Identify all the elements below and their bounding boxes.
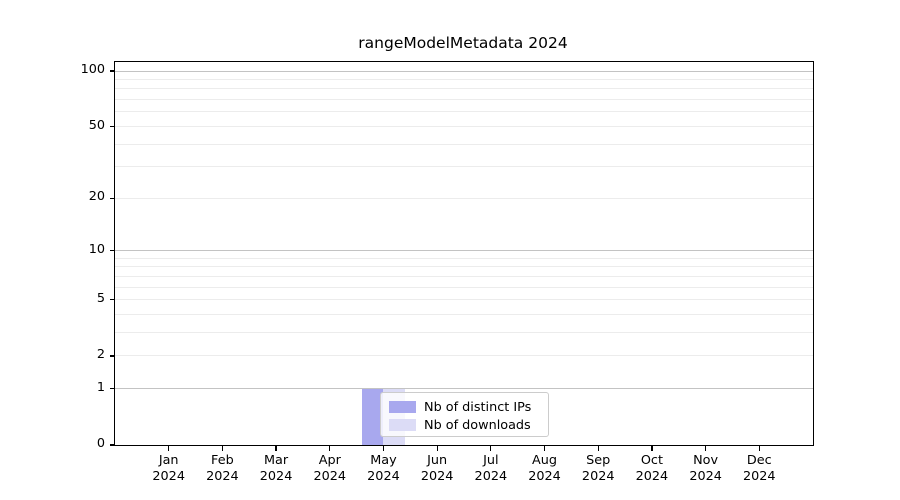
bar-distinct-ips xyxy=(361,388,384,445)
y-axis-tick-label: 20 xyxy=(88,189,105,205)
x-tick-mark xyxy=(651,446,653,451)
y-axis-tick-label: 5 xyxy=(96,290,105,306)
x-axis-tick-label: Feb 2024 xyxy=(182,453,262,484)
x-tick-mark xyxy=(490,446,492,451)
gridline-minor xyxy=(115,266,813,268)
x-axis-tick-year: 2024 xyxy=(689,468,722,484)
y-tick-mark xyxy=(110,355,115,357)
x-axis-tick-year: 2024 xyxy=(635,468,669,484)
y-tick-mark xyxy=(110,299,115,301)
gridline-minor xyxy=(115,79,813,81)
x-axis-tick-year: 2024 xyxy=(420,468,454,484)
y-axis-tick-label: 0 xyxy=(96,436,105,452)
x-axis-tick-label: May 2024 xyxy=(343,453,423,484)
gridline-minor xyxy=(115,111,813,113)
gridline-minor xyxy=(115,99,813,101)
x-axis-tick-label: Dec 2024 xyxy=(719,453,799,484)
x-axis-tick-year: 2024 xyxy=(367,468,400,484)
x-axis-tick-label: Apr 2024 xyxy=(290,453,370,484)
x-tick-mark xyxy=(382,446,385,451)
y-axis-tick-label: 1 xyxy=(96,379,105,395)
y-axis-tick-label: 50 xyxy=(88,117,105,133)
gridline-minor xyxy=(115,299,813,301)
legend-label-distinct-ips: Nb of distinct IPs xyxy=(424,399,532,415)
x-axis-tick-year: 2024 xyxy=(313,468,347,484)
x-tick-mark xyxy=(543,446,546,451)
gridline-minor xyxy=(115,332,813,334)
gridline-minor xyxy=(115,257,813,259)
x-axis-tick-label: Oct 2024 xyxy=(612,453,692,484)
x-axis-tick-label: Jul 2024 xyxy=(451,453,531,484)
y-tick-mark xyxy=(110,197,115,199)
y-tick-mark xyxy=(110,250,115,252)
x-axis-tick-year: 2024 xyxy=(474,468,508,484)
x-axis-tick-year: 2024 xyxy=(152,468,185,484)
y-tick-mark xyxy=(110,125,115,128)
y-axis-tick-label: 10 xyxy=(88,241,105,257)
legend-item-downloads: Nb of downloads xyxy=(389,416,540,434)
gridline-minor xyxy=(115,143,813,145)
x-tick-mark xyxy=(221,446,223,451)
x-axis-tick-year: 2024 xyxy=(528,468,561,484)
y-axis-tick-label: 100 xyxy=(80,62,105,78)
gridline-minor xyxy=(115,286,813,288)
x-axis-tick-year: 2024 xyxy=(581,468,615,484)
x-axis-tick-label: Sep 2024 xyxy=(558,453,638,484)
x-tick-mark xyxy=(168,446,170,451)
gridline-minor xyxy=(115,197,813,199)
legend: Nb of distinct IPs Nb of downloads xyxy=(380,392,549,437)
gridline-major xyxy=(115,70,813,72)
x-axis-tick-year: 2024 xyxy=(743,468,776,484)
gridline-minor xyxy=(115,314,813,316)
plot-area: Nb of distinct IPs Nb of downloads 0 1 2 5 1… xyxy=(81,61,814,484)
x-axis-tick-year: 2024 xyxy=(206,468,239,484)
y-tick-mark xyxy=(110,388,115,390)
x-axis-tick-label: Mar 2024 xyxy=(236,453,316,484)
legend-swatch-downloads xyxy=(389,418,416,432)
y-axis-tick-label: 2 xyxy=(96,347,105,363)
gridline-minor xyxy=(115,166,813,168)
x-tick-mark xyxy=(436,446,438,451)
x-tick-mark xyxy=(275,446,277,451)
gridline-minor xyxy=(115,355,813,357)
x-tick-mark xyxy=(758,446,760,451)
y-tick-mark xyxy=(110,70,115,72)
gridline-major xyxy=(115,388,813,390)
x-axis-tick-label: Jan 2024 xyxy=(129,453,209,484)
legend-label-downloads: Nb of downloads xyxy=(424,417,531,433)
x-tick-mark xyxy=(705,446,707,451)
x-axis-tick-label: Aug 2024 xyxy=(505,453,585,484)
x-axis-tick-year: 2024 xyxy=(259,468,293,484)
x-axis-tick-label: Jun 2024 xyxy=(397,453,477,484)
x-axis-tick-label: Nov 2024 xyxy=(666,453,746,484)
gridline-minor xyxy=(115,88,813,90)
chart-title: rangeModelMetadata 2024 xyxy=(358,34,568,52)
legend-swatch-distinct-ips xyxy=(389,400,416,414)
gridline-major xyxy=(115,250,813,252)
gridline-minor xyxy=(115,276,813,278)
x-tick-mark xyxy=(329,446,331,451)
gridline-minor xyxy=(115,125,813,127)
legend-item-distinct-ips: Nb of distinct IPs xyxy=(389,398,540,416)
y-tick-mark xyxy=(110,444,115,446)
x-tick-mark xyxy=(597,446,599,451)
